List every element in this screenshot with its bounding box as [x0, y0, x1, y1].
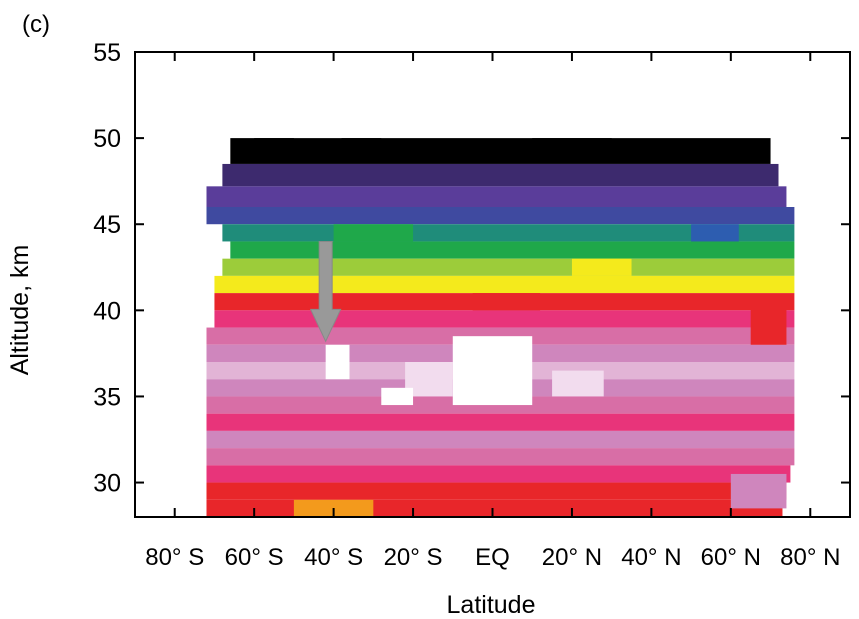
y-axis-label: Altitude, km: [6, 245, 34, 376]
heatmap-band: [206, 207, 795, 225]
heatmap-band: [214, 310, 795, 328]
y-axis: 30 35 40 45 50 55: [93, 39, 850, 498]
heatmap-patch: [341, 138, 382, 151]
x-tick-label: 60° S: [225, 544, 284, 571]
heatmap-band: [230, 138, 771, 164]
y-tick-label: 35: [93, 383, 121, 411]
heatmap-band: [206, 482, 787, 500]
heatmap-band: [206, 396, 795, 414]
heatmap-patch: [254, 138, 294, 147]
heatmap-band: [222, 163, 779, 187]
x-tick-label: 20° N: [542, 544, 602, 571]
down-arrow-icon: [309, 240, 342, 343]
x-tick-label: 40° N: [621, 544, 681, 571]
heatmap-band: [222, 258, 795, 276]
heatmap-band: [206, 413, 795, 431]
x-tick-label: 80° S: [145, 544, 204, 571]
heatmap-patch: [452, 336, 533, 406]
x-tick-label: EQ: [475, 544, 510, 571]
panel-label: (c): [22, 11, 50, 38]
heatmap-patch: [381, 387, 414, 406]
heatmap-patch: [472, 293, 541, 311]
heatmap-patch: [691, 224, 739, 242]
heatmap-band: [230, 241, 795, 259]
heatmap-band: [206, 448, 795, 466]
x-axis-label: Latitude: [447, 591, 536, 619]
heatmap-patch: [532, 138, 612, 152]
y-tick-label: 45: [93, 211, 121, 239]
heatmap-patch: [552, 370, 604, 397]
x-tick-label: 40° S: [304, 544, 363, 571]
heatmap-cells: [206, 138, 795, 517]
heatmap-patch: [750, 301, 787, 345]
heatmap-patch: [333, 224, 414, 242]
heatmap-band: [206, 430, 795, 449]
heatmap-patch: [571, 258, 632, 276]
heatmap-patch: [730, 473, 787, 509]
x-tick-label: 60° N: [701, 544, 761, 571]
heatmap-patch: [325, 344, 350, 380]
heatmap-band: [206, 465, 791, 483]
heatmap-band: [206, 186, 787, 207]
heatmap-band: [214, 275, 795, 294]
x-axis: 80° S 60° S 40° S 20° S EQ 20° N 40° N 60° N 80°…: [145, 52, 840, 571]
y-tick-label: 50: [93, 125, 121, 153]
x-tick-label: 80° N: [780, 544, 840, 571]
y-tick-label: 55: [93, 39, 121, 67]
y-tick-label: 30: [93, 470, 121, 498]
x-tick-label: 20° S: [384, 544, 443, 571]
y-tick-label: 40: [93, 297, 121, 325]
arrow-annotation: [309, 240, 342, 343]
heatmap-band: [206, 499, 783, 517]
